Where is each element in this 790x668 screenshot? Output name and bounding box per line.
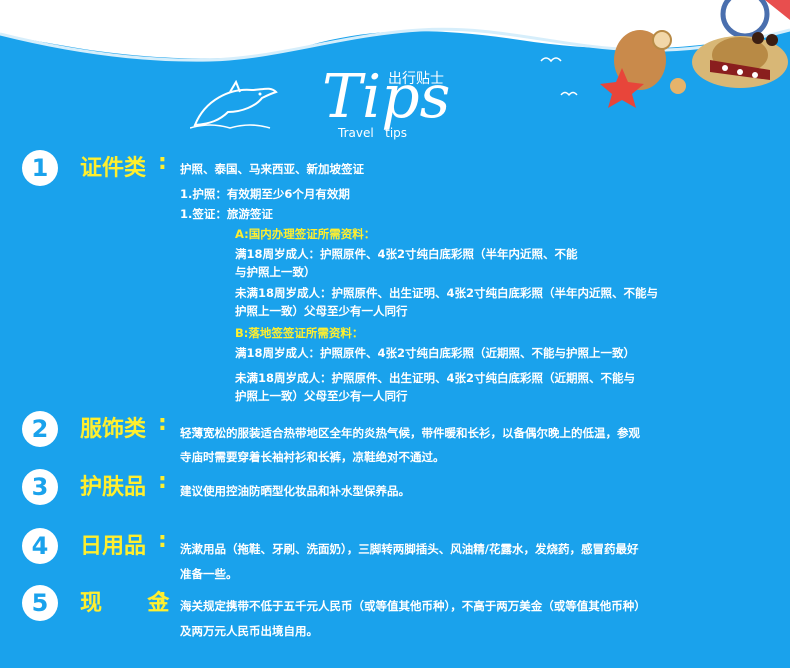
top-wave-decoration (0, 0, 790, 62)
section-colon: : (158, 150, 167, 175)
list-item: 满18周岁成人：护照原件、4张2寸纯白底彩照（近期照、不能与护照上一致） (235, 346, 636, 360)
subheading: B:落地签签证所需资料： (235, 326, 364, 340)
tips-title-block: Tips 出行贴士 Travel tips (322, 62, 462, 142)
beach-decoration-image (600, 0, 790, 108)
list-item: 未满18周岁成人：护照原件、出生证明、4张2寸纯白底彩照（半年内近照、不能与 (235, 286, 659, 300)
section-number: 5 (22, 585, 58, 621)
list-item: 及两万元人民币出境自用。 (180, 624, 318, 638)
list-item: 1.签证：旅游签证 (180, 207, 273, 221)
list-item: 护照上一致）父母至少有一人同行 (235, 304, 408, 318)
list-item: 护照上一致）父母至少有一人同行 (235, 389, 408, 403)
section-number: 3 (22, 469, 58, 505)
list-item: 寺庙时需要穿着长袖衬衫和长裤，凉鞋绝对不通过。 (180, 450, 445, 464)
section-colon: : (158, 411, 167, 436)
tips-title-chinese: 出行贴士 (388, 71, 444, 87)
section-headline: 护照、泰国、马来西亚、新加坡签证 (180, 162, 364, 176)
bird-icon (560, 91, 578, 97)
list-item: 准备一些。 (180, 567, 238, 581)
subheading: A:国内办理签证所需资料： (235, 227, 376, 241)
section-colon: : (158, 528, 167, 553)
section-category: 日用品 (80, 534, 147, 559)
section-category: 服饰类 (80, 417, 147, 442)
section-number: 2 (22, 411, 58, 447)
list-item: 建议使用控油防晒型化妆品和补水型保养品。 (180, 484, 410, 498)
section-number: 1 (22, 150, 58, 186)
tips-title: Tips (322, 62, 451, 132)
section-category: 证件类 (80, 156, 147, 181)
list-item: 未满18周岁成人：护照原件、出生证明、4张2寸纯白底彩照（近期照、不能与 (235, 371, 636, 385)
tips-title-english: Travel tips (338, 126, 408, 140)
list-item: 海关规定携带不低于五千元人民币（或等值其他币种），不高于两万美金（或等值其他币种… (180, 599, 646, 613)
bird-icon (540, 57, 562, 63)
section-category: 护肤品 (80, 475, 147, 500)
section-category: 现 金 (80, 591, 180, 616)
list-item: 与护照上一致） (235, 265, 316, 279)
list-item: 轻薄宽松的服装适合热带地区全年的炎热气候，带件暖和长衫，以备偶尔晚上的低温，参观 (180, 426, 640, 440)
dolphin-icon (190, 80, 278, 129)
list-item: 满18周岁成人：护照原件、4张2寸纯白底彩照（半年内近照、不能 (235, 247, 578, 261)
section-colon: : (158, 469, 167, 494)
section-colon: : (158, 585, 167, 610)
section-number: 4 (22, 528, 58, 564)
list-item: 1.护照：有效期至少6个月有效期 (180, 187, 350, 201)
list-item: 洗漱用品（拖鞋、牙刷、洗面奶），三脚转两脚插头、风油精/花露水，发烧药，感冒药最… (180, 542, 639, 556)
